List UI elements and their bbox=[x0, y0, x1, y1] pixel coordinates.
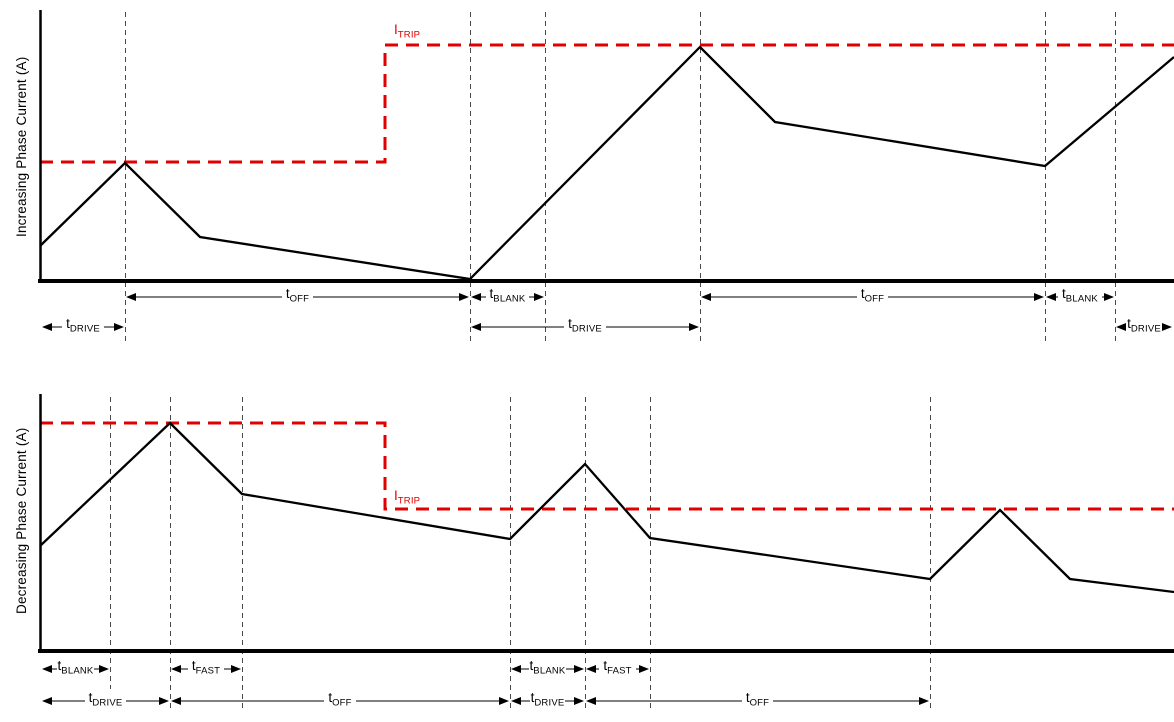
chart-increasing bbox=[38, 10, 1174, 341]
arrow-right-icon bbox=[1162, 322, 1172, 331]
event-gridlines-bottom bbox=[110, 397, 931, 712]
timing-label: tOFF bbox=[324, 689, 356, 712]
timing-label: tFAST bbox=[187, 657, 225, 680]
annotation-tdrive-3: tDRIVE bbox=[1116, 315, 1172, 338]
timing-label: tBLANK bbox=[1058, 285, 1102, 308]
arrow-right-icon bbox=[534, 292, 544, 301]
arrow-right-icon bbox=[574, 664, 584, 673]
timing-label: tDRIVE bbox=[62, 315, 104, 338]
annotation-tdrive-4: tDRIVE bbox=[42, 689, 169, 712]
annotation-tblank-4: tBLANK bbox=[511, 657, 584, 680]
itrip-label-bottom: ITRIP bbox=[394, 488, 421, 507]
arrow-right-icon bbox=[231, 664, 241, 673]
arrow-right-icon bbox=[99, 664, 109, 673]
timing-label: tFAST bbox=[599, 657, 636, 680]
timing-label: tBLANK bbox=[56, 657, 95, 680]
y-axis-label-decreasing: Decreasing Phase Current (A) bbox=[14, 427, 29, 614]
annotation-toff-4: tOFF bbox=[586, 689, 929, 712]
arrow-right-icon bbox=[1104, 292, 1114, 301]
phase-current-waveform-top bbox=[39, 45, 1174, 281]
arrow-right-icon bbox=[639, 664, 649, 673]
arrow-right-icon bbox=[919, 696, 929, 705]
timing-label: tDRIVE bbox=[564, 315, 606, 338]
annotation-tblank-2: tBLANK bbox=[1046, 285, 1114, 308]
annotation-toff-3: tOFF bbox=[171, 689, 509, 712]
timing-label: tDRIVE bbox=[1126, 315, 1162, 338]
timing-label: tBLANK bbox=[528, 657, 567, 680]
annotation-tblank-3: tBLANK bbox=[42, 657, 109, 680]
itrip-label-top: ITRIP bbox=[394, 22, 421, 41]
timing-label: tBLANK bbox=[485, 285, 530, 308]
timing-label: tDRIVE bbox=[84, 689, 127, 712]
arrow-right-icon bbox=[499, 696, 509, 705]
arrow-right-icon bbox=[689, 322, 699, 331]
annotation-tblank-1: tBLANK bbox=[471, 285, 544, 308]
timing-label: tOFF bbox=[856, 285, 889, 308]
annotation-toff-2: tOFF bbox=[701, 285, 1044, 308]
arrow-right-icon bbox=[114, 322, 124, 331]
arrow-right-icon bbox=[1034, 292, 1044, 301]
annotation-tdrive-1: tDRIVE bbox=[42, 315, 124, 338]
y-axis-label-increasing: Increasing Phase Current (A) bbox=[14, 56, 29, 237]
arrow-right-icon bbox=[159, 696, 169, 705]
chart-decreasing bbox=[38, 394, 1174, 712]
event-gridlines-top bbox=[125, 12, 1116, 341]
annotation-toff-1: tOFF bbox=[126, 285, 469, 308]
timing-label: tOFF bbox=[281, 285, 314, 308]
annotation-tdrive-2: tDRIVE bbox=[471, 315, 699, 338]
annotation-tfast-1: tFAST bbox=[171, 657, 241, 680]
arrow-right-icon bbox=[459, 292, 469, 301]
timing-label: tOFF bbox=[741, 689, 774, 712]
annotation-tfast-2: tFAST bbox=[586, 657, 649, 680]
annotation-tdrive-5: tDRIVE bbox=[511, 689, 584, 712]
arrow-right-icon bbox=[574, 696, 584, 705]
itrip-threshold-line-bottom bbox=[40, 421, 1174, 511]
itrip-threshold-line-top bbox=[40, 43, 1174, 164]
timing-label: tDRIVE bbox=[529, 689, 566, 712]
phase-current-waveform-bottom bbox=[39, 421, 1174, 594]
